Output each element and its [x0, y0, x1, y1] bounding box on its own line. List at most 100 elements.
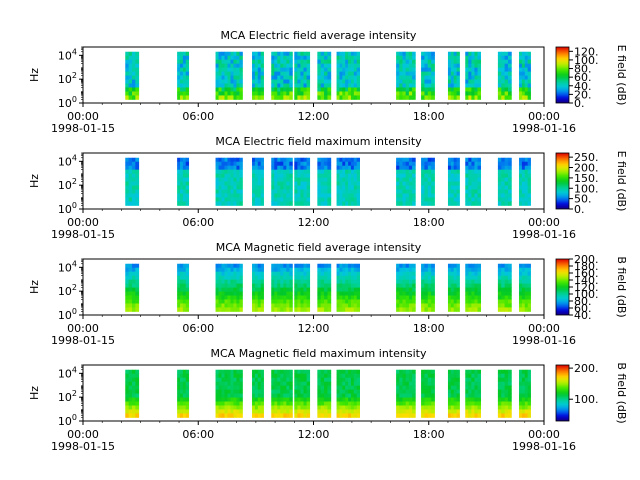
spectrogram-cell [294, 83, 298, 88]
spectrogram-cell [521, 413, 526, 418]
spectrogram-cell [465, 173, 469, 178]
spectrogram-cell [233, 275, 237, 281]
spectrogram-cell [521, 303, 526, 308]
spectrogram-cell [345, 389, 349, 394]
spectrogram-cell [274, 157, 278, 163]
spectrogram-cell [447, 389, 452, 394]
spectrogram-cell [471, 201, 475, 206]
spectrogram-cell [297, 91, 301, 96]
spectrogram-cell [218, 201, 222, 206]
spectrogram-cell [474, 381, 478, 387]
spectrogram-cell [283, 291, 287, 296]
spectrogram-cell [260, 373, 264, 379]
spectrogram-cell [320, 63, 325, 69]
spectrogram-cell [396, 181, 400, 186]
spectrogram-cell [324, 55, 328, 61]
spectrogram-cell [431, 283, 435, 288]
spectrogram-cell [453, 79, 457, 84]
spectrogram-cell [521, 377, 526, 383]
spectrogram-cell [185, 271, 190, 277]
spectrogram-cell [252, 295, 256, 300]
spectrogram-cell [453, 381, 457, 387]
spectrogram-cell [230, 389, 234, 394]
spectrogram-cell [221, 67, 225, 72]
spectrogram-cell [297, 295, 301, 300]
spectrogram-cell [271, 169, 275, 175]
spectrogram-cell [405, 389, 410, 394]
spectrogram-cell [277, 405, 281, 410]
spectrogram-cell [336, 263, 340, 269]
spectrogram-cell [260, 413, 264, 418]
spectrogram-cell [303, 381, 307, 387]
spectrogram-cell [215, 59, 219, 65]
spectrogram-cell [303, 165, 307, 171]
spectrogram-cell [306, 271, 311, 277]
spectrogram-cell [215, 271, 219, 277]
spectrogram-cell [399, 177, 403, 182]
spectrogram-cell [405, 275, 410, 281]
spectrogram-cell [348, 389, 352, 394]
spectrogram-cell [320, 193, 325, 198]
spectrogram-cell [277, 385, 281, 390]
spectrogram-cell [456, 385, 460, 390]
spectrogram-cell [303, 389, 307, 394]
spectrogram-cell [356, 165, 360, 171]
spectrogram-cell [230, 185, 234, 190]
spectrogram-cell [289, 185, 293, 190]
spectrogram-cell [260, 385, 264, 390]
spectrogram-cell [507, 287, 512, 292]
spectrogram-cell [236, 71, 240, 76]
spectrogram-cell [345, 185, 349, 190]
spectrogram-cell [507, 95, 512, 100]
spectrogram-cell [306, 307, 311, 312]
spectrogram-cell [447, 385, 452, 390]
spectrogram-cell [477, 263, 482, 269]
spectrogram-cell [286, 193, 290, 198]
spectrogram-cell [274, 59, 278, 65]
spectrogram-cell [125, 385, 130, 390]
spectrogram-cell [456, 283, 460, 288]
spectrogram-cell [227, 189, 231, 194]
spectrogram-cell [399, 67, 403, 72]
spectrogram-cell [215, 291, 219, 296]
spectrogram-cell [274, 271, 278, 277]
spectrogram-cell [180, 373, 184, 379]
spectrogram-cell [271, 75, 275, 80]
spectrogram-cell [320, 165, 325, 171]
spectrogram-cell [327, 401, 332, 406]
spectrogram-cell [501, 181, 506, 186]
spectrogram-cell [294, 271, 298, 277]
spectrogram-cell [280, 189, 284, 194]
spectrogram-cell [180, 75, 184, 80]
spectrogram-cell [294, 401, 298, 406]
spectrogram-cell [280, 413, 284, 418]
spectrogram-cell [501, 397, 506, 402]
spectrogram-cell [317, 157, 322, 163]
spectrogram-cell [289, 397, 293, 402]
spectrogram-cell [215, 385, 219, 390]
spectrogram-cell [450, 55, 455, 61]
spectrogram-cell [303, 299, 307, 304]
spectrogram-cell [431, 161, 435, 167]
spectrogram-cell [327, 381, 332, 387]
spectrogram-cell [431, 173, 435, 178]
y-tick-base: 10 [58, 73, 72, 86]
spectrogram-cell [252, 95, 256, 100]
spectrogram-cell [236, 67, 240, 72]
spectrogram-cell [236, 267, 240, 273]
spectrogram-cell [320, 369, 325, 375]
spectrogram-cell [507, 83, 512, 88]
spectrogram-cell [424, 369, 429, 375]
spectrogram-cell [447, 283, 452, 288]
spectrogram-cell [501, 75, 506, 80]
spectrogram-cell [465, 55, 469, 61]
spectrogram-cell [128, 201, 133, 206]
spectrogram-cell [471, 189, 475, 194]
spectrogram-cell [297, 83, 301, 88]
spectrogram-cell [271, 59, 275, 65]
spectrogram-cell [336, 181, 340, 186]
spectrogram-cell [227, 75, 231, 80]
spectrogram-cell [283, 177, 287, 182]
spectrogram-cell [215, 299, 219, 304]
spectrogram-block [421, 369, 435, 418]
